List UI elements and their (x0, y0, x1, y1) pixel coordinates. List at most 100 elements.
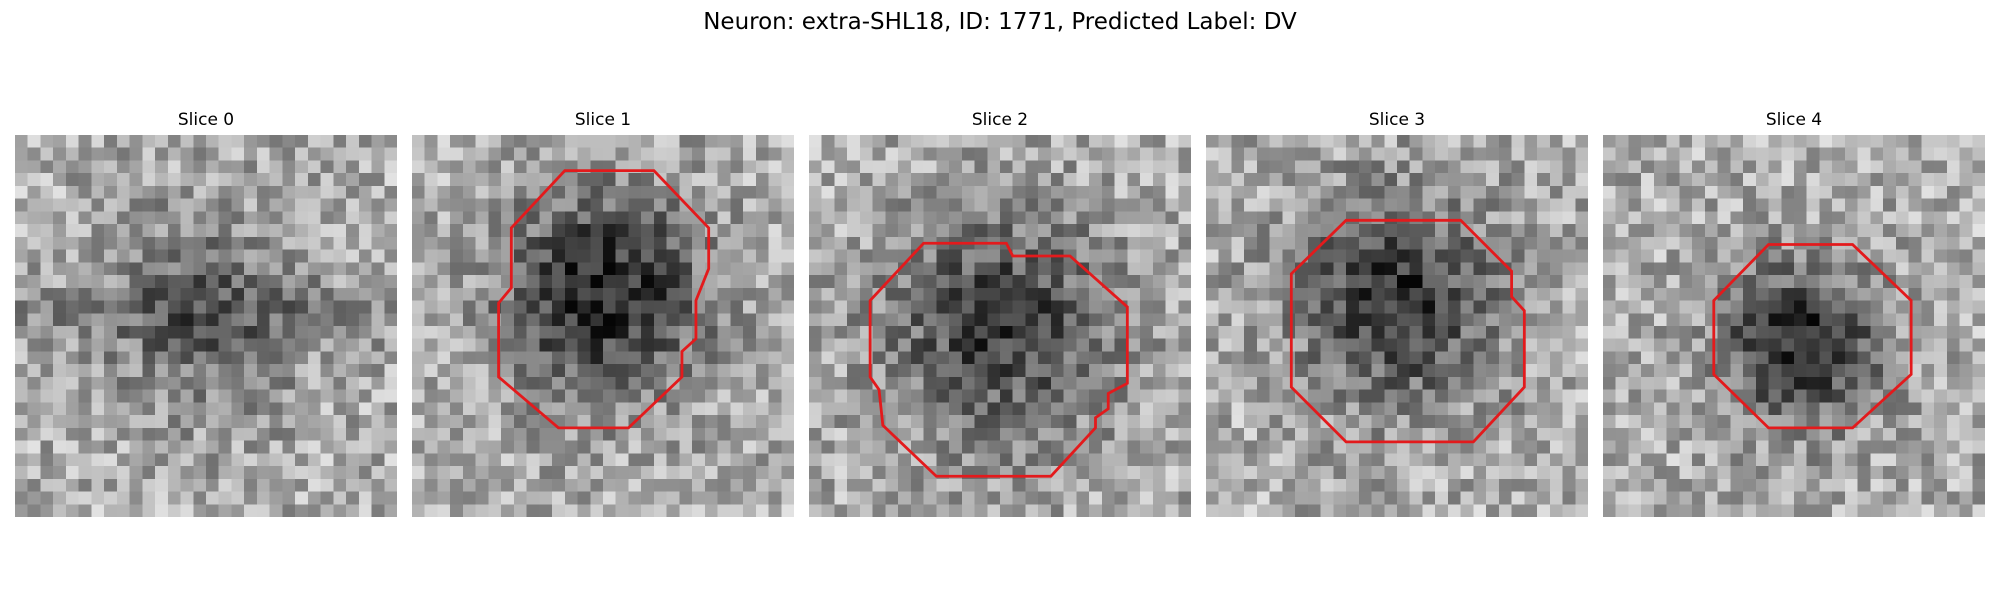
image-pixel (577, 198, 591, 212)
image-pixel (513, 402, 527, 416)
image-pixel (1114, 491, 1128, 505)
image-pixel (1371, 173, 1385, 187)
image-pixel (1000, 504, 1013, 517)
image-pixel (1908, 135, 1922, 148)
image-pixel (104, 466, 118, 480)
image-pixel (1218, 415, 1232, 429)
image-pixel (358, 211, 372, 225)
image-pixel (628, 351, 642, 365)
image-pixel (847, 313, 861, 327)
image-pixel (155, 300, 169, 314)
image-pixel (1615, 389, 1629, 403)
image-pixel (501, 147, 515, 161)
image-pixel (1307, 287, 1321, 301)
image-pixel (1806, 376, 1820, 390)
image-pixel (501, 415, 515, 429)
image-pixel (1870, 185, 1884, 199)
image-pixel (1397, 440, 1410, 454)
image-pixel (653, 173, 667, 187)
image-pixel (1422, 185, 1436, 199)
image-pixel (809, 236, 822, 250)
image-pixel (910, 491, 924, 505)
image-pixel (898, 198, 912, 212)
image-pixel (1832, 478, 1846, 492)
image-pixel (218, 300, 232, 314)
image-pixel (256, 376, 270, 390)
image-pixel (1358, 351, 1372, 365)
image-pixel (1152, 300, 1166, 314)
image-pixel (1537, 466, 1551, 480)
image-pixel (653, 275, 667, 289)
image-pixel (346, 466, 360, 480)
image-pixel (513, 236, 527, 250)
image-pixel (1537, 326, 1551, 339)
image-pixel (1435, 338, 1449, 352)
image-pixel (1140, 376, 1154, 390)
image-pixel (564, 478, 578, 492)
image-pixel (462, 351, 476, 365)
image-pixel (307, 185, 321, 199)
image-pixel (1870, 147, 1884, 161)
image-pixel (1692, 389, 1706, 403)
image-pixel (78, 326, 92, 339)
image-pixel (1012, 440, 1026, 454)
image-pixel (885, 402, 899, 416)
image-pixel (859, 249, 873, 263)
image-pixel (53, 236, 67, 250)
image-pixel (1628, 415, 1642, 429)
image-pixel (1409, 236, 1423, 250)
image-pixel (462, 364, 476, 378)
image-pixel (1358, 364, 1372, 378)
image-pixel (1231, 504, 1245, 517)
image-pixel (987, 313, 1001, 327)
image-pixel (155, 160, 169, 174)
image-pixel (1704, 135, 1718, 148)
image-pixel (1575, 491, 1588, 505)
image-pixel (231, 466, 245, 480)
image-pixel (218, 440, 232, 454)
image-pixel (847, 351, 861, 365)
image-pixel (193, 415, 207, 429)
image-pixel (1346, 440, 1360, 454)
image-pixel (768, 135, 782, 148)
image-pixel (1511, 313, 1525, 327)
image-pixel (1320, 287, 1334, 301)
image-pixel (1908, 440, 1922, 454)
image-pixel (1946, 224, 1960, 238)
image-pixel (974, 262, 988, 276)
image-pixel (346, 262, 360, 276)
image-pixel (1486, 364, 1500, 378)
image-pixel (834, 262, 848, 276)
image-pixel (1768, 313, 1782, 327)
image-pixel (1050, 389, 1064, 403)
image-pixel (961, 313, 975, 327)
image-pixel (1025, 478, 1039, 492)
image-pixel (1959, 415, 1973, 429)
image-pixel (1256, 313, 1270, 327)
image-pixel (717, 491, 731, 505)
image-pixel (1972, 300, 1985, 314)
image-pixel (1908, 275, 1922, 289)
image-pixel (78, 440, 92, 454)
image-pixel (1473, 338, 1487, 352)
image-pixel (641, 491, 655, 505)
image-pixel (1781, 376, 1795, 390)
image-pixel (1537, 402, 1551, 416)
image-pixel (65, 185, 79, 199)
image-pixel (590, 427, 604, 441)
image-pixel (679, 491, 693, 505)
image-pixel (206, 249, 219, 263)
image-pixel (1140, 300, 1154, 314)
image-pixel (1666, 427, 1680, 441)
image-pixel (78, 415, 92, 429)
image-pixel (1679, 466, 1693, 480)
image-pixel (1832, 173, 1846, 187)
image-pixel (1870, 478, 1884, 492)
image-pixel (1498, 185, 1512, 199)
image-pixel (704, 236, 718, 250)
image-pixel (320, 478, 334, 492)
image-pixel (1050, 338, 1064, 352)
image-pixel (1549, 338, 1563, 352)
image-pixel (231, 364, 245, 378)
image-pixel (717, 135, 731, 148)
